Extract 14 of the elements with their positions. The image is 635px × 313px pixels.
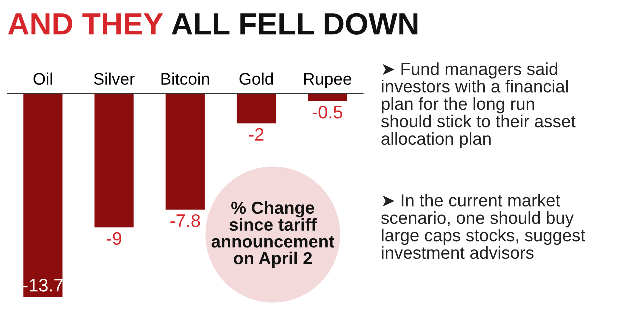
annotation: % Change since tariff announcement on April 2 (212, 201, 335, 268)
x-tick-label: Bitcoin (162, 72, 210, 86)
text: ➤ Fund managers said investors with a financial plan for the long run should stick to their asset allocation plan (381, 62, 576, 149)
data-label: -13.7 (23, 279, 63, 292)
x-tick-label: Gold (240, 72, 274, 86)
data-label: -9 (107, 232, 122, 246)
data-label: -0.5 (312, 106, 342, 119)
chart-title: AND THEY ALL FELL DOWN (8, 13, 418, 35)
text: ➤ In the current market scenario, one should buy large caps stocks, suggest investment advisors (381, 194, 586, 260)
x-tick-label: Oil (34, 72, 52, 86)
x-tick-label: Silver (94, 72, 135, 86)
data-label: -2 (249, 128, 264, 141)
x-tick-label: Rupee (304, 73, 352, 88)
data-label: -7.8 (170, 214, 200, 228)
